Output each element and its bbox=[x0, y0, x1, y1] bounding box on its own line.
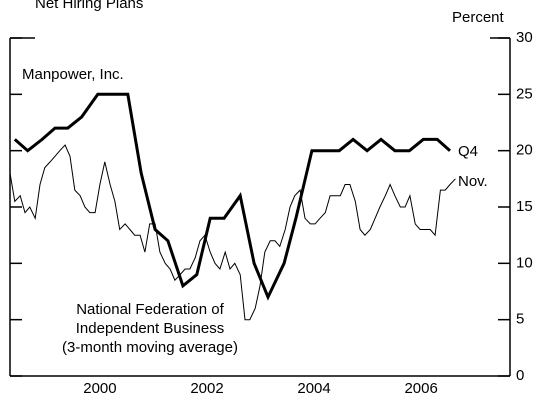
y-tick-label: 25 bbox=[516, 85, 533, 102]
annotation: Independent Business bbox=[76, 320, 224, 337]
series-line bbox=[13, 92, 451, 301]
x-tick-label: 2004 bbox=[297, 380, 330, 397]
y-tick-label: 10 bbox=[516, 254, 533, 271]
annotation: Manpower, Inc. bbox=[22, 66, 124, 83]
y-axis-label: Percent bbox=[452, 9, 505, 26]
annotation: National Federation of bbox=[76, 301, 224, 318]
annotation: Nov. bbox=[458, 173, 488, 190]
y-tick-label: 20 bbox=[516, 142, 533, 159]
annotation: Q4 bbox=[458, 143, 478, 160]
y-tick-label: 30 bbox=[516, 29, 533, 46]
series-line bbox=[9, 144, 456, 321]
y-tick-label: 5 bbox=[516, 311, 524, 328]
x-tick-label: 2002 bbox=[190, 380, 223, 397]
x-tick-label: 2000 bbox=[83, 380, 116, 397]
chart-title: Net Hiring Plans bbox=[35, 0, 143, 12]
annotation: (3-month moving average) bbox=[62, 339, 238, 356]
x-tick-label: 2006 bbox=[404, 380, 437, 397]
y-tick-label: 0 bbox=[516, 367, 524, 384]
y-tick-label: 15 bbox=[516, 198, 533, 215]
